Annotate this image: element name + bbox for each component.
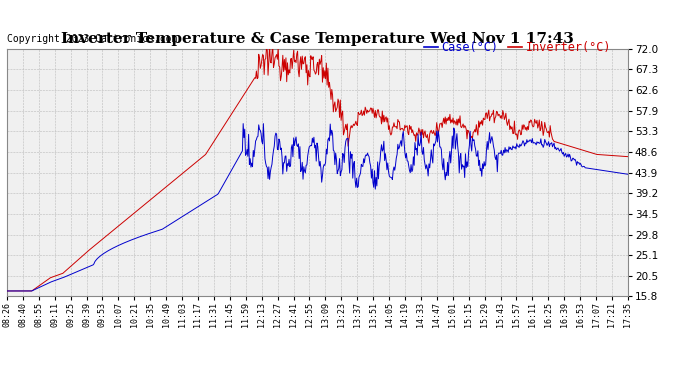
Legend: Case(°C), Inverter(°C): Case(°C), Inverter(°C) — [419, 36, 615, 58]
Title: Inverter Temperature & Case Temperature Wed Nov 1 17:43: Inverter Temperature & Case Temperature … — [61, 32, 574, 46]
Text: Copyright 2023 Cartronics.com: Copyright 2023 Cartronics.com — [7, 34, 177, 44]
